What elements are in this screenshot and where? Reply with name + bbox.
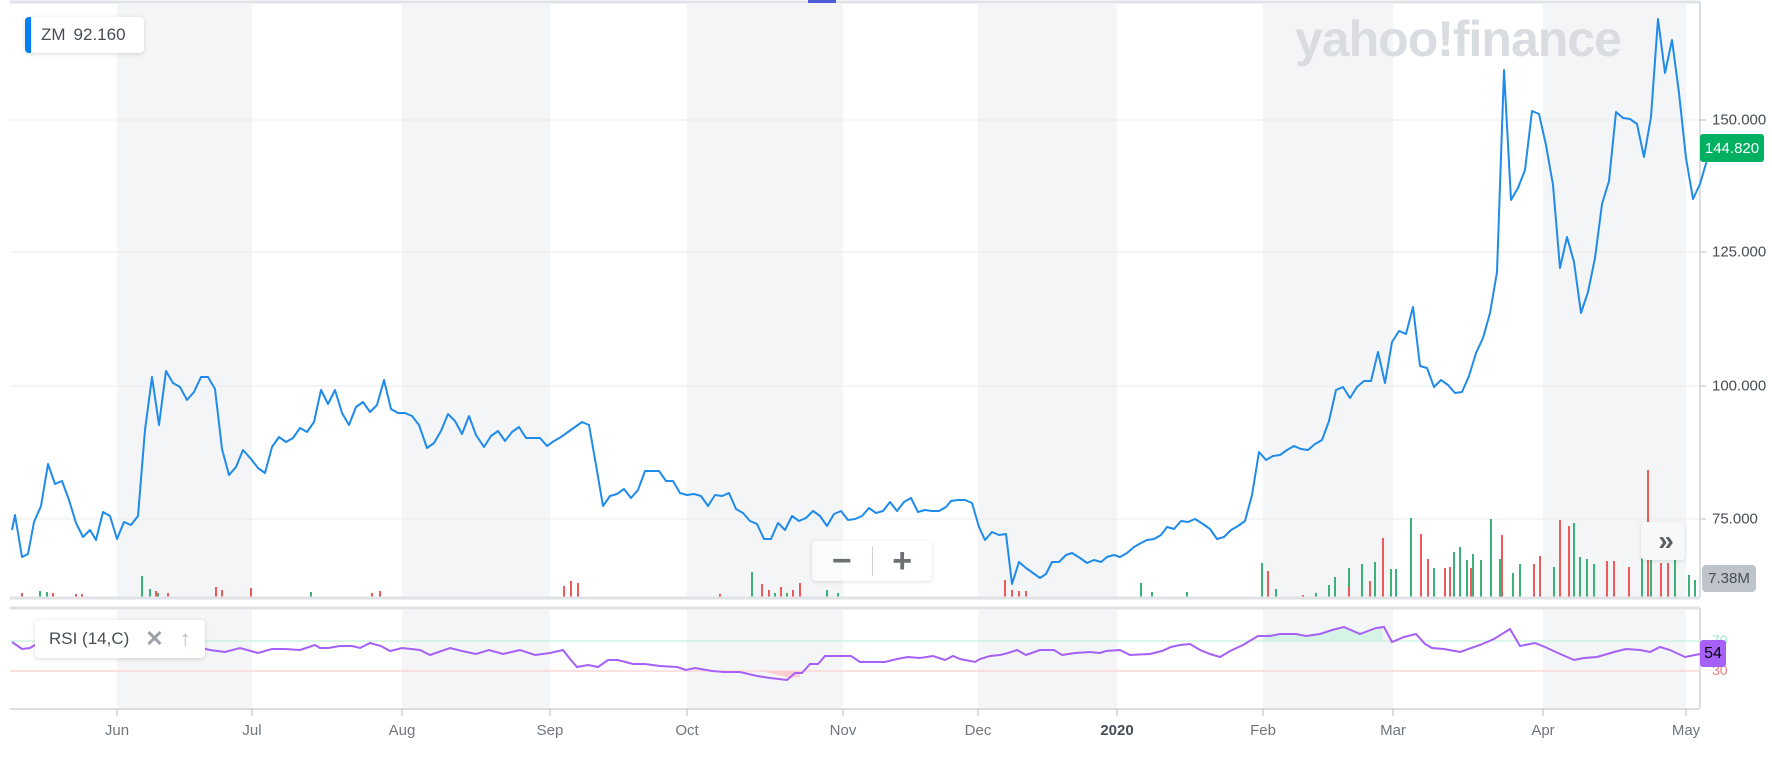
rsi-value-badge: 54 (1700, 640, 1726, 667)
x-tick-mar: Mar (1380, 722, 1406, 739)
plus-icon: + (892, 541, 913, 580)
range-marker[interactable] (808, 0, 836, 3)
x-tick-feb: Feb (1250, 722, 1276, 739)
ticker-value: 92.160 (73, 25, 126, 44)
x-tick-apr: Apr (1531, 722, 1555, 739)
x-tick-2020: 2020 (1100, 722, 1134, 739)
double-chevron-right-icon: » (1658, 525, 1673, 556)
last-price-badge: 144.820 (1700, 134, 1764, 162)
y-tick-125: 125.000 (1712, 243, 1767, 261)
arrow-up-icon[interactable]: ↑ (179, 626, 191, 651)
zoom-out-button[interactable]: − (812, 541, 872, 581)
scroll-right-button[interactable]: » (1641, 522, 1685, 560)
close-icon[interactable]: ✕ (145, 626, 164, 651)
rsi-line (11, 625, 1701, 682)
ticker-legend[interactable]: ZM 92.160 (25, 17, 144, 53)
zoom-controls: − + (812, 541, 932, 581)
month-bands (117, 3, 1686, 708)
minus-icon: − (831, 541, 852, 580)
x-tick-may: May (1671, 722, 1701, 739)
x-tick-jun: Jun (104, 722, 130, 739)
x-tick-aug: Aug (388, 722, 416, 739)
ticker-symbol: ZM (41, 25, 66, 44)
y-tick-75: 75.000 (1712, 510, 1758, 528)
yahoo-finance-watermark: yahoo!finance (1295, 11, 1622, 67)
x-tick-nov: Nov (829, 722, 857, 739)
y-tick-100: 100.000 (1712, 377, 1767, 395)
x-tick-jul: Jul (242, 722, 262, 739)
y-tick-150: 150.000 (1712, 111, 1767, 129)
x-tick-oct: Oct (675, 722, 699, 739)
zoom-in-button[interactable]: + (872, 541, 932, 581)
rsi-label: RSI (14,C) (49, 629, 130, 648)
x-tick-sep: Sep (536, 722, 564, 739)
x-tick-dec: Dec (964, 722, 992, 739)
last-volume-badge: 7.38M (1702, 565, 1756, 592)
rsi-legend[interactable]: RSI (14,C) ✕ ↑ (35, 620, 205, 658)
price-line (11, 18, 1721, 585)
zoom-divider (871, 546, 873, 576)
